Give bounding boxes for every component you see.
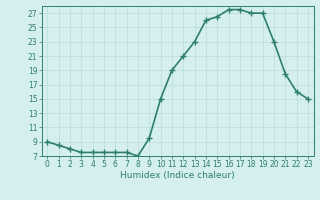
X-axis label: Humidex (Indice chaleur): Humidex (Indice chaleur) xyxy=(120,171,235,180)
